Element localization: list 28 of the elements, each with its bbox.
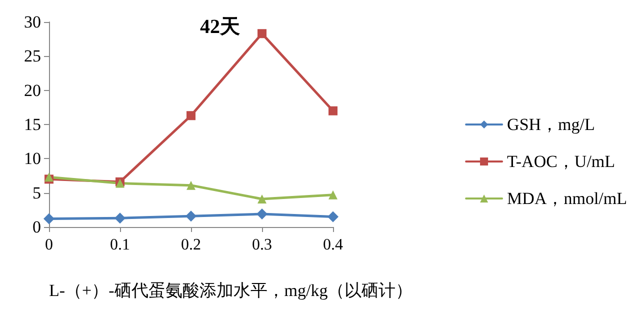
y-tick-label: 0 bbox=[32, 218, 41, 236]
legend-label: MDA，nmol/mL bbox=[507, 189, 628, 208]
x-tick-label: 0.4 bbox=[323, 236, 343, 254]
x-tick-label: 0.3 bbox=[252, 236, 272, 254]
y-tick-label: 20 bbox=[24, 80, 41, 100]
y-tick-label: 30 bbox=[24, 12, 41, 32]
legend-label: T-AOC，U/mL bbox=[507, 152, 616, 171]
chart-title: 42天 bbox=[200, 16, 240, 38]
point bbox=[328, 211, 338, 222]
point bbox=[44, 213, 54, 224]
x-tick-label: 0 bbox=[45, 236, 53, 254]
point bbox=[258, 194, 266, 204]
y-tick-label: 5 bbox=[32, 183, 41, 202]
point bbox=[258, 29, 266, 38]
point bbox=[328, 190, 338, 200]
x-axis-title: L-（+）-硒代蛋氨酸添加水平，mg/kg（以硒计） bbox=[49, 281, 413, 300]
x-tick-label: 0.2 bbox=[181, 236, 201, 254]
y-tick-label: 25 bbox=[24, 46, 41, 66]
y-tick-label: 10 bbox=[24, 149, 41, 168]
point bbox=[256, 208, 268, 220]
point bbox=[186, 180, 196, 190]
x-tick-label: 0.1 bbox=[110, 236, 130, 254]
point bbox=[186, 111, 196, 120]
point bbox=[328, 106, 338, 116]
point bbox=[186, 210, 196, 222]
point bbox=[114, 212, 126, 224]
y-tick-label: 15 bbox=[24, 115, 41, 134]
legend-label: GSH，mg/L bbox=[507, 115, 595, 134]
